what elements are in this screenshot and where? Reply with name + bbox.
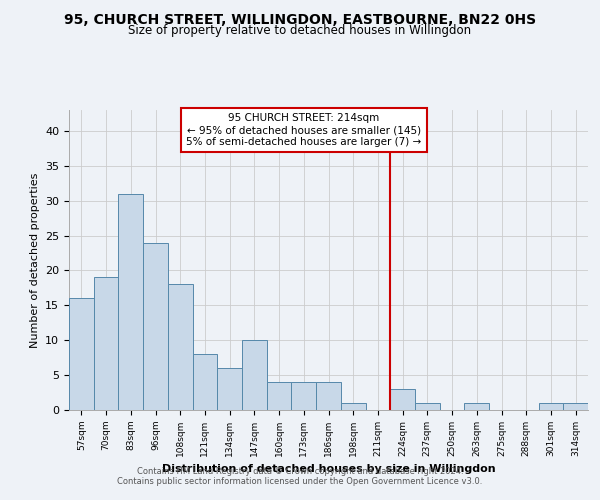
Text: 95 CHURCH STREET: 214sqm
← 95% of detached houses are smaller (145)
5% of semi-d: 95 CHURCH STREET: 214sqm ← 95% of detach…	[186, 114, 421, 146]
Bar	[316, 382, 341, 410]
Bar	[415, 403, 440, 410]
Bar	[118, 194, 143, 410]
Bar	[193, 354, 217, 410]
Bar	[341, 403, 365, 410]
Text: Size of property relative to detached houses in Willingdon: Size of property relative to detached ho…	[128, 24, 472, 37]
Text: Contains HM Land Registry data © Crown copyright and database right 2024.: Contains HM Land Registry data © Crown c…	[137, 467, 463, 476]
Bar	[143, 242, 168, 410]
Bar	[390, 389, 415, 410]
Text: Contains public sector information licensed under the Open Government Licence v3: Contains public sector information licen…	[118, 478, 482, 486]
Bar	[292, 382, 316, 410]
Bar	[242, 340, 267, 410]
X-axis label: Distribution of detached houses by size in Willingdon: Distribution of detached houses by size …	[161, 464, 496, 474]
Bar	[539, 403, 563, 410]
Bar	[217, 368, 242, 410]
Bar	[69, 298, 94, 410]
Bar	[168, 284, 193, 410]
Bar	[563, 403, 588, 410]
Bar	[464, 403, 489, 410]
Text: 95, CHURCH STREET, WILLINGDON, EASTBOURNE, BN22 0HS: 95, CHURCH STREET, WILLINGDON, EASTBOURN…	[64, 12, 536, 26]
Y-axis label: Number of detached properties: Number of detached properties	[29, 172, 40, 348]
Bar	[94, 278, 118, 410]
Bar	[267, 382, 292, 410]
